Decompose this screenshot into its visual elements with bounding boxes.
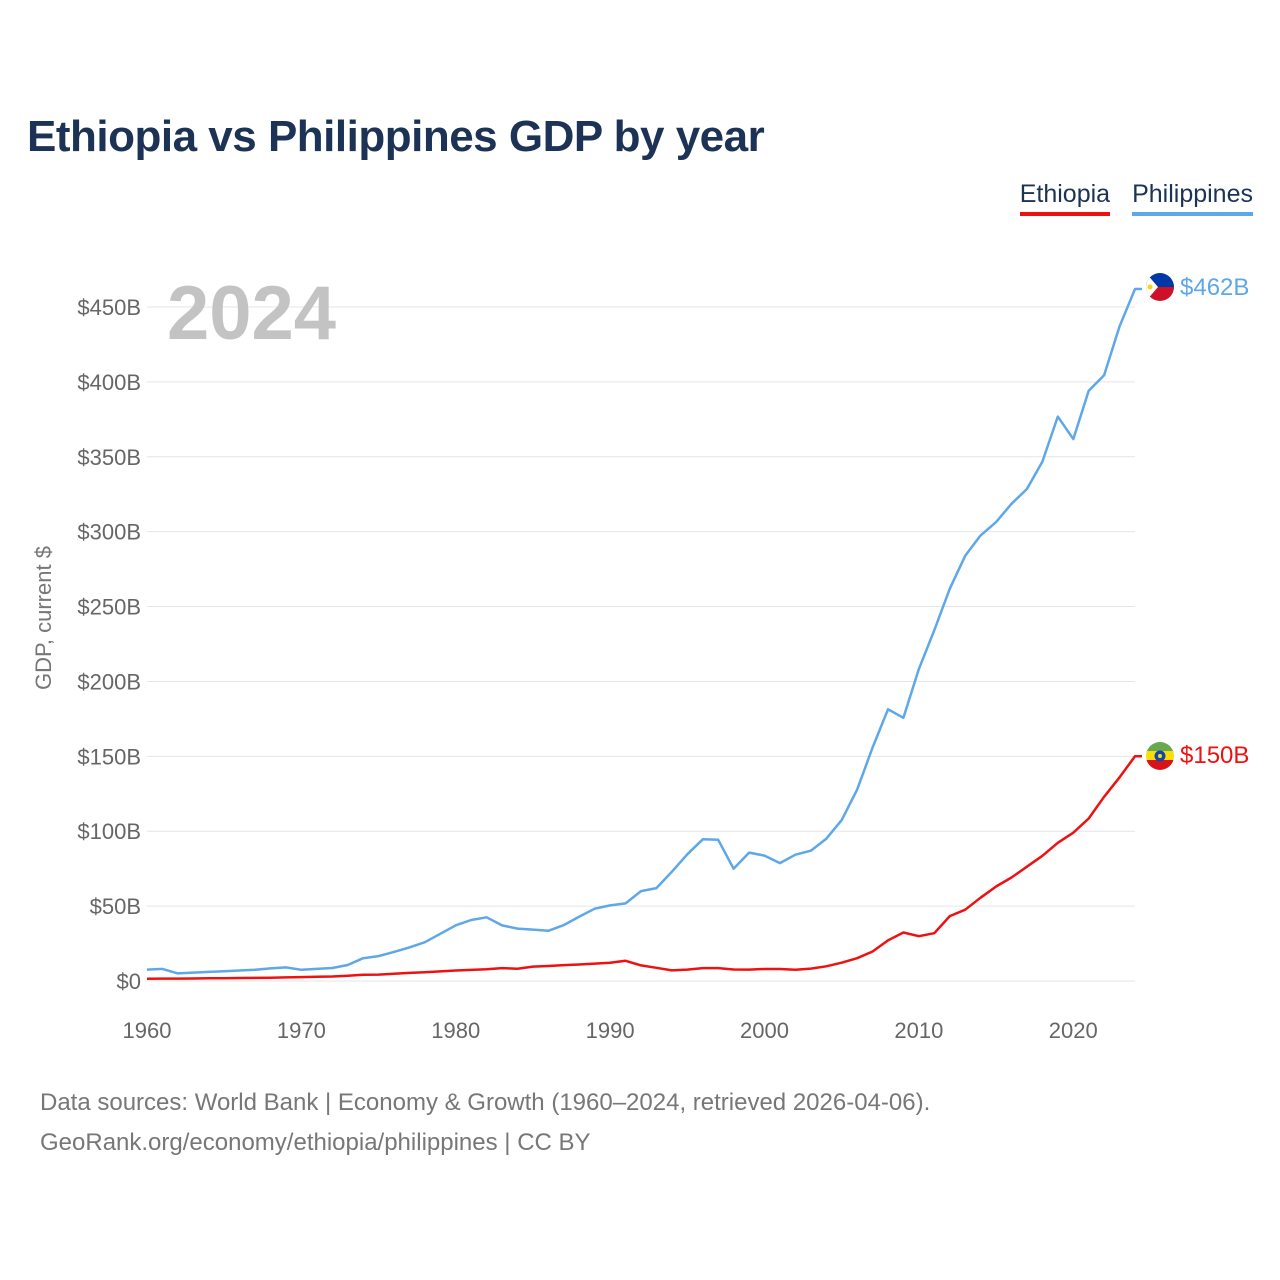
- grid-lines: [147, 306, 1135, 982]
- x-axis-ticks: 1960 1970 1980 1990 2000 2010 2020: [123, 1018, 1098, 1043]
- y-tick-label: $250B: [77, 595, 141, 620]
- y-tick-label: $100B: [77, 819, 141, 844]
- x-tick-label: 1970: [277, 1018, 326, 1043]
- year-display: 2024: [167, 271, 336, 356]
- source-line-1: Data sources: World Bank | Economy & Gro…: [40, 1089, 931, 1116]
- philippines-flag-icon: [1146, 273, 1174, 301]
- y-tick-label: $150B: [77, 744, 141, 769]
- y-tick-label: $350B: [77, 445, 141, 470]
- y-tick-label: $400B: [77, 370, 141, 395]
- ethiopia-flag-icon: [1146, 742, 1174, 770]
- y-tick-label: $300B: [77, 520, 141, 545]
- y-tick-label: $0: [117, 969, 141, 994]
- source-line-2[interactable]: GeoRank.org/economy/ethiopia/philippines…: [40, 1129, 591, 1156]
- series-line-ethiopia: [146, 755, 1142, 981]
- legend-item-ethiopia[interactable]: Ethiopia: [1019, 180, 1111, 216]
- gdp-line-chart: $0 $50B $100B $150B $200B $250B $300B $350B $400…: [77, 271, 1249, 1043]
- x-tick-label: 1960: [123, 1018, 172, 1043]
- x-tick-label: 1990: [586, 1018, 635, 1043]
- source-note: Data sources: World Bank | Economy & Gro…: [40, 1083, 930, 1163]
- y-tick-label: $200B: [77, 669, 141, 694]
- chart-title: Ethiopia vs Philippines GDP by year: [27, 112, 765, 161]
- series-line-philippines: [146, 287, 1142, 975]
- x-tick-label: 2000: [740, 1018, 789, 1043]
- series-lines: [146, 287, 1142, 981]
- y-tick-label: $450B: [77, 295, 141, 320]
- philippines-end-value: $462B: [1180, 274, 1249, 301]
- x-tick-label: 1980: [431, 1018, 480, 1043]
- x-tick-label: 2020: [1049, 1018, 1098, 1043]
- x-tick-label: 2010: [894, 1018, 943, 1043]
- legend-item-philippines[interactable]: Philippines: [1132, 180, 1253, 216]
- y-axis-ticks: $0 $50B $100B $150B $200B $250B $300B $350B $400…: [77, 295, 141, 994]
- legend: Ethiopia Philippines: [1019, 180, 1253, 216]
- y-tick-label: $50B: [90, 894, 141, 919]
- ethiopia-end-value: $150B: [1180, 742, 1249, 769]
